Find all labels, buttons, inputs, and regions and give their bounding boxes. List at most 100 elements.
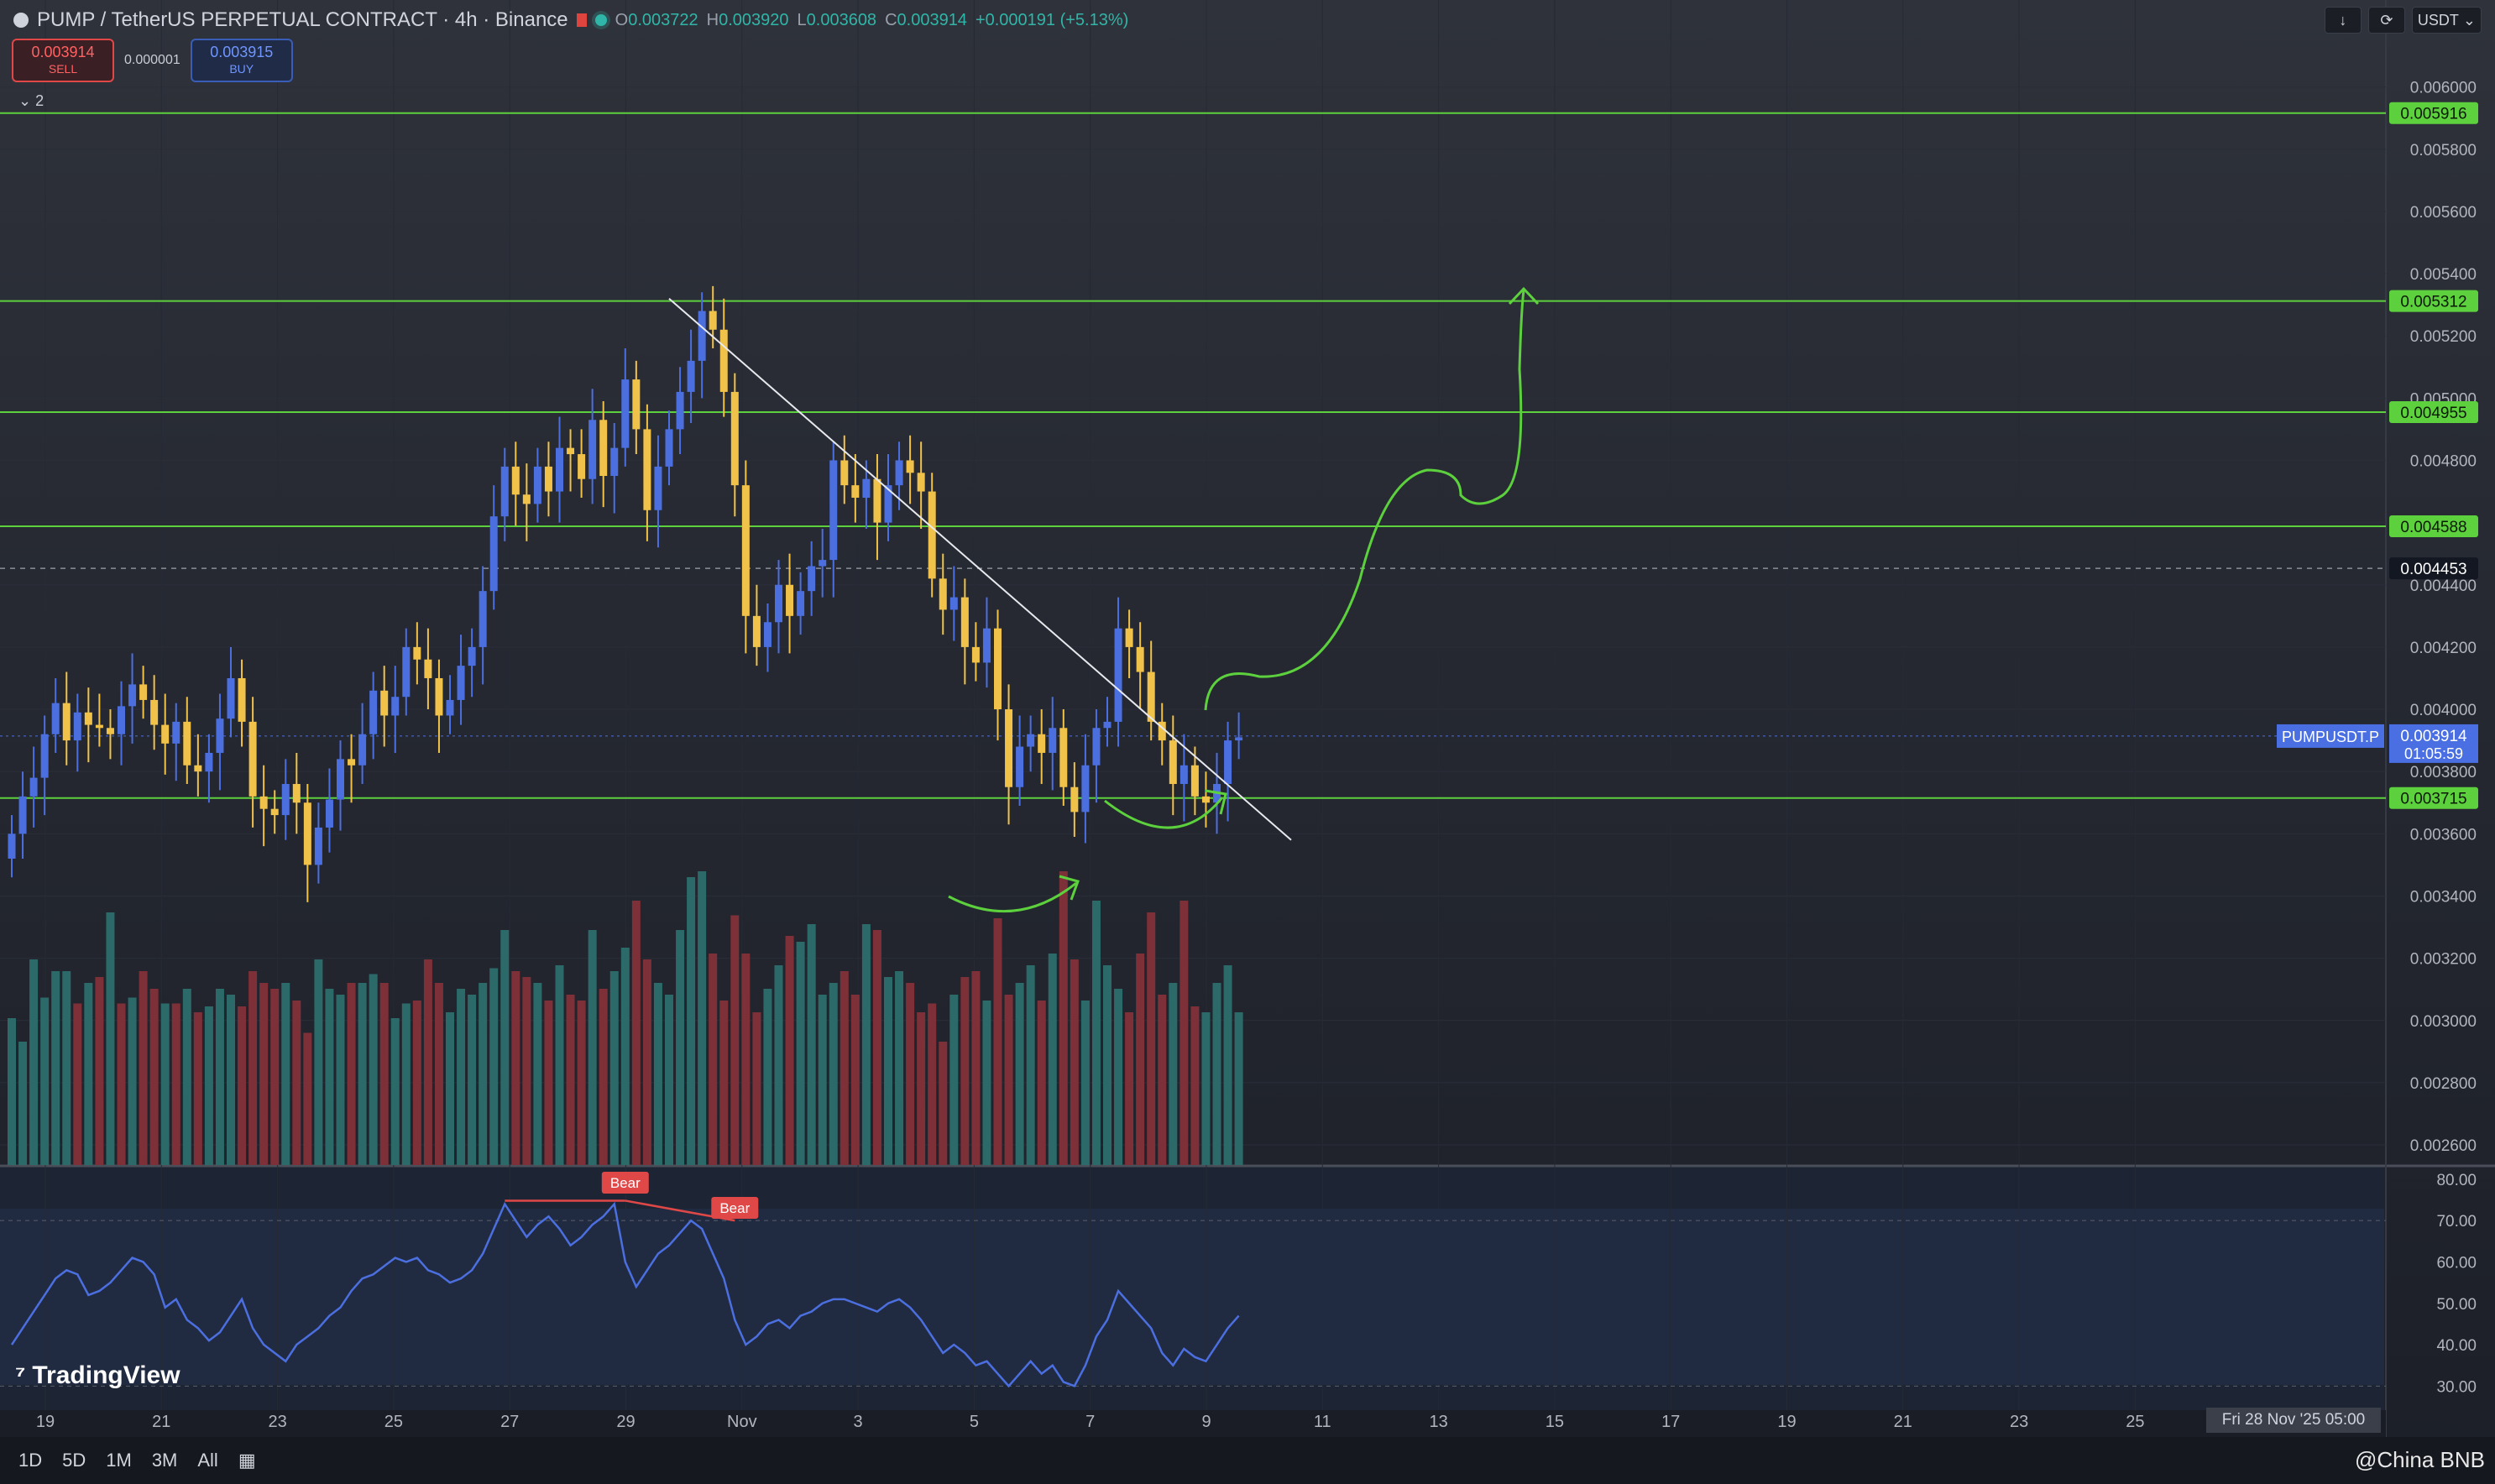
volume-bar [566, 995, 575, 1165]
volume-bar [818, 995, 827, 1165]
symbol-tag-bg [2277, 724, 2384, 748]
candle-body [599, 420, 608, 477]
candle-body [1136, 646, 1144, 672]
market-open-icon [594, 14, 607, 26]
indicator-collapse-toggle[interactable]: ⌄ 2 [18, 92, 44, 110]
range-1m[interactable]: 1M [106, 1450, 132, 1471]
price-tick-label: 0.005800 [2410, 142, 2477, 159]
bear-label-bg [711, 1197, 759, 1219]
buy-button[interactable]: 0.003915 BUY [190, 39, 293, 82]
time-tick-label: 29 [616, 1413, 635, 1431]
candle-body [1027, 734, 1035, 747]
range-1d[interactable]: 1D [18, 1450, 43, 1471]
range-3m[interactable]: 3M [151, 1450, 178, 1471]
date-range-icon[interactable]: ▦ [238, 1450, 256, 1471]
candle-body [457, 666, 465, 700]
candle-body [424, 659, 432, 678]
bear-label: Bear [610, 1175, 641, 1191]
sell-button[interactable]: 0.003914 SELL [12, 39, 114, 82]
candle-body [819, 560, 827, 567]
volume-bar [215, 989, 224, 1165]
time-tick-label: 9 [1201, 1413, 1211, 1431]
volume-bar [807, 924, 816, 1165]
candle-body [161, 724, 170, 744]
currency-select[interactable]: USDT ⌄ [2411, 7, 2482, 34]
candle-body [216, 718, 224, 753]
candle-body [106, 728, 114, 734]
open-label: O [615, 10, 629, 29]
volume-bar [1201, 1012, 1211, 1165]
candle-body [259, 796, 268, 809]
volume-bar [884, 977, 892, 1165]
level-label-bg [2389, 102, 2478, 124]
volume-bar [479, 983, 488, 1165]
price-tick-label: 0.005600 [2410, 204, 2477, 222]
time-tick-label: 25 [2126, 1413, 2144, 1431]
candle-body [687, 360, 695, 392]
level-label: 0.004453 [2400, 561, 2466, 578]
candle-body [1224, 740, 1232, 785]
refresh-icon[interactable]: ⟳ [2367, 7, 2405, 34]
volume-bar [511, 971, 520, 1165]
candle-body [1190, 765, 1199, 797]
volume-bar [8, 1018, 16, 1165]
price-tick-label: 0.003600 [2410, 826, 2477, 844]
candle-body [949, 597, 958, 610]
candle-body [84, 712, 92, 725]
candle-body [29, 777, 38, 797]
volume-bar [741, 954, 751, 1165]
volume-bar [1212, 983, 1221, 1165]
pump-coin-icon [13, 13, 29, 28]
candle-body [676, 391, 684, 430]
candle-body [62, 703, 71, 741]
volume-bar [1004, 995, 1013, 1165]
candle-body [730, 391, 739, 486]
volume-bar [631, 901, 641, 1165]
range-all[interactable]: All [197, 1450, 218, 1471]
volume-bar [719, 1001, 729, 1165]
tradingview-logo: ⁷ TradingView [15, 1361, 180, 1390]
currency-label: USDT [2417, 11, 2459, 29]
volume-bar [51, 971, 60, 1165]
candle-body [522, 494, 531, 504]
volume-bar [1136, 954, 1145, 1165]
candle-body [1103, 721, 1112, 729]
volume-bar [227, 995, 235, 1165]
volume-bar [1223, 965, 1232, 1165]
arrow-head [1205, 789, 1227, 815]
time-tick-label: 7 [1085, 1413, 1095, 1431]
volume-bar [609, 971, 619, 1165]
volume-bar [347, 983, 356, 1165]
time-tick-label: 23 [268, 1413, 286, 1431]
volume-bar [1180, 901, 1189, 1165]
range-5d[interactable]: 5D [62, 1450, 86, 1471]
candle-body [248, 721, 257, 797]
volume-bar [1234, 1012, 1243, 1165]
candle-body [884, 485, 892, 523]
candle-body [1114, 628, 1122, 722]
candle-body [369, 690, 378, 734]
candle-body [51, 703, 60, 734]
volume-bar [752, 1012, 761, 1165]
symbol-title[interactable]: PUMP / TetherUS PERPETUAL CONTRACT · 4h … [37, 8, 568, 31]
candle-body [128, 684, 137, 707]
candle-body [840, 460, 849, 486]
time-tick-label: 25 [384, 1413, 403, 1431]
rsi-tick-label: 70.00 [2436, 1213, 2477, 1231]
download-icon[interactable]: ↓ [2324, 7, 2362, 34]
level-label: 0.005312 [2400, 294, 2466, 311]
level-label-bg [2389, 401, 2478, 424]
candle-body [1016, 746, 1024, 787]
candle-body [205, 752, 213, 772]
candle-body [895, 460, 903, 486]
volume-bar [698, 871, 707, 1165]
volume-bar [259, 983, 269, 1165]
bottom-toolbar: 1D 5D 1M 3M All ▦ [0, 1437, 2495, 1484]
rsi-tick-label: 30.00 [2436, 1378, 2477, 1396]
candle-body [971, 646, 980, 663]
trendline [668, 297, 1292, 841]
volume-bar [709, 954, 718, 1165]
volume-bar [653, 983, 662, 1165]
